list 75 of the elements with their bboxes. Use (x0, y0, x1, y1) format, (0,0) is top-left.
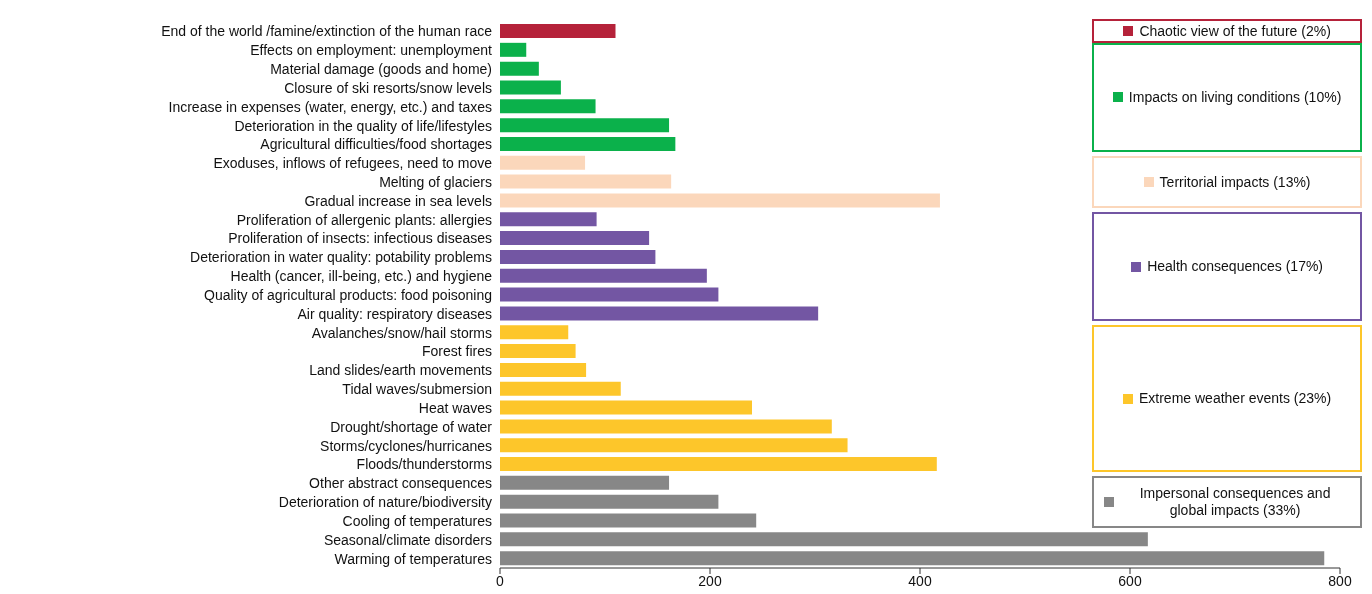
y-tick-label: Proliferation of insects: infectious diseases (228, 230, 492, 247)
bar (500, 362, 587, 377)
y-tick-label: Melting of glaciers (379, 174, 492, 190)
x-tick-label: 400 (908, 572, 932, 589)
bar (500, 344, 576, 359)
legend-label: Chaotic view of the future (2%) (1139, 22, 1331, 40)
group-label-box: Extreme weather events (23%) (1092, 325, 1362, 472)
y-tick-label: Effects on employment: unemployment (250, 42, 493, 59)
group-label-box: Impersonal consequences and global impacts (33%) (1092, 475, 1362, 529)
bar (500, 400, 752, 415)
bar (500, 494, 719, 509)
bar (500, 174, 672, 189)
y-tick-label: Cooling of temperatures (342, 512, 492, 529)
y-tick-label: Floods/thunderstorms (356, 456, 492, 473)
y-tick-label: Deterioration in the quality of life/lifestyles (234, 117, 492, 134)
bar (500, 24, 616, 38)
bar (500, 99, 596, 114)
bar (500, 212, 597, 227)
bar (500, 249, 656, 264)
y-tick-label: Material damage (goods and home) (270, 61, 492, 78)
group-label-box: Impacts on living conditions (10%) (1092, 42, 1362, 152)
legend-label: Health consequences (17%) (1147, 258, 1324, 276)
bar (500, 419, 832, 434)
bar (500, 80, 561, 95)
y-tick-label: Agricultural difficulties/food shortages (260, 136, 492, 153)
bar (500, 438, 848, 453)
y-tick-label: Land slides/earth movements (309, 362, 492, 379)
legend-label: Territorial impacts (13%) (1159, 173, 1311, 191)
group-label-box: Territorial impacts (13%) (1092, 155, 1362, 209)
bar (500, 193, 940, 208)
group-label-box: Health consequences (17%) (1092, 212, 1362, 322)
y-tick-label: Gradual increase in sea levels (304, 192, 492, 209)
y-tick-label: Closure of ski resorts/snow levels (284, 79, 492, 96)
y-tick-label: Exoduses, inflows of refugees, need to move (213, 155, 493, 172)
bar (500, 381, 621, 396)
y-tick-label: Seasonal/climate disorders (323, 531, 492, 548)
bar (500, 61, 539, 76)
y-tick-label: Storms/cyclones/hurricanes (320, 437, 492, 454)
legend-label: Extreme weather events (23%) (1138, 390, 1332, 408)
bar (500, 551, 1325, 566)
y-tick-label: Other abstract consequences (309, 475, 492, 492)
y-tick-label: End of the world /famine/extinction of the human race (161, 23, 493, 40)
bar (500, 475, 670, 490)
bar (500, 457, 937, 472)
y-tick-label: Warming of temperatures (334, 550, 492, 567)
y-tick-label: Drought/shortage of water (330, 418, 493, 435)
bar (500, 306, 819, 321)
bar (500, 136, 676, 151)
x-tick-label: 800 (1328, 572, 1352, 589)
bar (500, 325, 569, 340)
bar (500, 231, 650, 246)
group-label-box: Chaotic view of the future (2%) (1092, 19, 1362, 44)
y-tick-label: Quality of agricultural products: food poisoning (204, 286, 492, 303)
y-tick-label: Deterioration of nature/biodiversity (278, 494, 492, 511)
bar (500, 268, 707, 283)
bar (500, 42, 527, 57)
y-tick-label: Air quality: respiratory diseases (297, 305, 492, 322)
x-tick-label: 200 (698, 572, 722, 589)
y-tick-label: Deterioration in water quality: potability problems (190, 249, 492, 266)
bar (500, 532, 1148, 547)
y-tick-label: Tidal waves/submersion (342, 381, 492, 398)
x-tick-label: 600 (1118, 572, 1142, 589)
legend-label: Impacts on living conditions (10%) (1128, 88, 1342, 106)
y-tick-label: Forest fires (421, 343, 492, 360)
bar (500, 118, 670, 133)
legend-label: Impersonal consequences and global impacts (33%) (1138, 485, 1332, 520)
y-tick-label: Increase in expenses (water, energy, etc.) and taxes (168, 98, 492, 115)
y-tick-label: Avalanches/snow/hail storms (311, 324, 492, 341)
y-tick-label: Health (cancer, ill-being, etc.) and hygiene (230, 268, 493, 285)
bar (500, 287, 719, 302)
bar (500, 155, 586, 170)
y-tick-label: Proliferation of allergenic plants: allergies (236, 211, 492, 228)
bar (500, 513, 757, 528)
x-tick-label: 0 (496, 572, 505, 589)
y-tick-label: Heat waves (418, 399, 492, 416)
